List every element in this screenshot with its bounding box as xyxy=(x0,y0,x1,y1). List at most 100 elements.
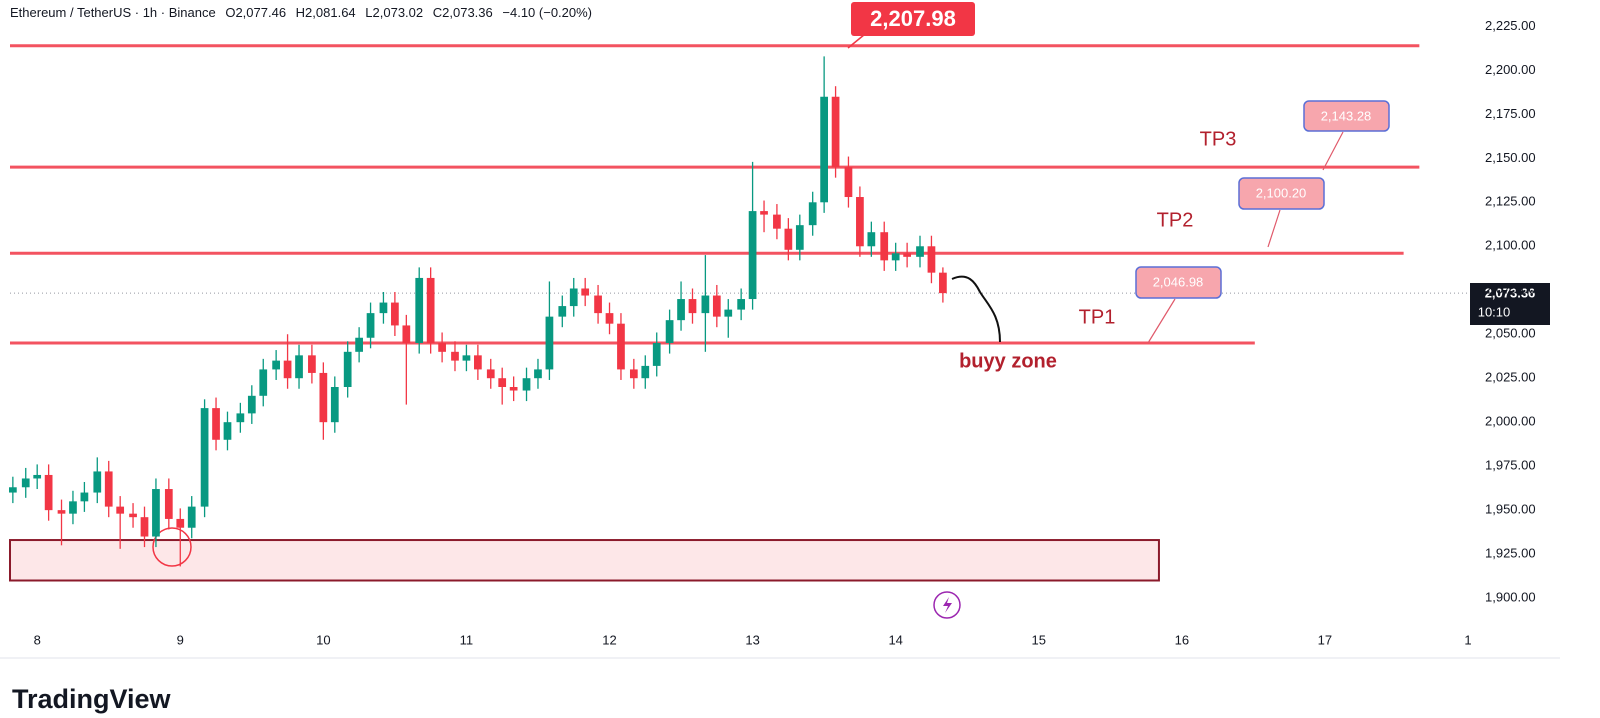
y-tick-label: 2,225.00 xyxy=(1485,18,1536,33)
candle-body xyxy=(164,489,173,519)
header: Ethereum / TetherUS · 1h · Binance O2,07… xyxy=(10,5,598,20)
y-tick-label: 2,000.00 xyxy=(1485,414,1536,429)
candle-body xyxy=(295,355,303,379)
ohlc: O2,077.46 xyxy=(225,5,287,20)
candle-body xyxy=(594,295,602,314)
event-icon-bolt xyxy=(943,597,952,613)
y-tick-label: 1,975.00 xyxy=(1485,458,1536,473)
candle-body xyxy=(808,202,817,226)
candle-body xyxy=(760,211,768,215)
x-tick-label: 13 xyxy=(745,632,759,647)
candle-body xyxy=(617,323,625,370)
highlight-circle xyxy=(152,527,192,567)
candle-body xyxy=(891,253,900,261)
x-tick-label: 16 xyxy=(1175,632,1189,647)
candle-body xyxy=(116,506,125,514)
brand: TradingView xyxy=(12,684,171,714)
y-tick-label: 2,100.00 xyxy=(1485,238,1536,253)
x-tick-label: 12 xyxy=(602,632,616,647)
candle-body xyxy=(140,517,149,537)
annotation: TP1 xyxy=(1079,306,1116,328)
candle-body xyxy=(69,501,77,514)
candle-body xyxy=(773,214,781,229)
x-tick-label: 9 xyxy=(177,632,184,647)
candle-body xyxy=(737,299,746,310)
y-tick-label: 1,925.00 xyxy=(1485,546,1536,561)
candle-body xyxy=(522,378,531,391)
badge-label: 2,143.28 xyxy=(1321,108,1372,123)
countdown: 10:10 xyxy=(1478,304,1511,319)
demand-zone xyxy=(9,539,1160,582)
candle-body xyxy=(343,351,352,388)
ohlc: C2,073.36 xyxy=(432,5,493,20)
y-tick-label: 2,050.00 xyxy=(1485,326,1536,341)
candle-body xyxy=(200,408,209,507)
badge xyxy=(851,2,975,36)
badge-label: 2,046.98 xyxy=(1153,274,1204,289)
ohlc: H2,081.64 xyxy=(295,5,356,20)
ohlc: L2,073.02 xyxy=(365,5,424,20)
candle-body xyxy=(581,288,590,296)
candle-body xyxy=(319,372,328,423)
candle-body xyxy=(629,369,638,379)
y-tick-label: 2,150.00 xyxy=(1485,150,1536,165)
candle-body xyxy=(712,295,721,317)
symbol: Ethereum / TetherUS · 1h · Binance xyxy=(10,5,216,20)
candle-body xyxy=(701,295,710,314)
x-tick-label: 8 xyxy=(34,632,41,647)
candle-body xyxy=(212,408,220,440)
arrow-path xyxy=(951,275,1001,343)
y-tick-label: 2,075.00 xyxy=(1485,282,1536,297)
candle-body xyxy=(916,246,924,257)
candle-body xyxy=(652,343,661,366)
candle-body xyxy=(641,365,650,379)
annotation: buyy zone xyxy=(959,350,1057,372)
x-tick-label: 15 xyxy=(1032,632,1046,647)
candle-body xyxy=(272,360,280,370)
candle-body xyxy=(104,471,113,507)
candle-body xyxy=(688,299,697,314)
candle-body xyxy=(880,232,889,261)
candle-body xyxy=(451,351,459,361)
price-tag xyxy=(1470,283,1550,325)
candle-body xyxy=(8,487,17,493)
badge-label: 2,207.98 xyxy=(870,6,956,31)
candle-body xyxy=(784,228,793,250)
candle-body xyxy=(366,313,375,338)
candle-body xyxy=(33,474,42,479)
candle-body xyxy=(379,302,388,314)
badges: 2,207.98 2,143.28 2,100.20 2,046.98 xyxy=(847,2,1390,344)
candle-body xyxy=(558,306,567,317)
candle-body xyxy=(402,325,411,344)
callout xyxy=(1147,298,1176,344)
callout xyxy=(1267,209,1281,248)
x-tick-label: 17 xyxy=(1318,632,1332,647)
change: −4.10 (−0.20%) xyxy=(502,5,593,20)
x-tick-label: 10 xyxy=(316,632,330,647)
candle-body xyxy=(677,299,685,321)
candle-body xyxy=(283,360,292,379)
candle-body xyxy=(486,369,495,379)
candle-body xyxy=(831,96,840,168)
y-tick-label: 1,950.00 xyxy=(1485,502,1536,517)
candle-body xyxy=(856,197,864,247)
candle-body xyxy=(474,355,482,370)
y-tick-label: 2,200.00 xyxy=(1485,62,1536,77)
candle-body xyxy=(498,378,507,388)
candle-body xyxy=(44,474,53,511)
y-tick-label: 2,025.00 xyxy=(1485,370,1536,385)
candle-body xyxy=(665,320,674,344)
x-tick-label: 11 xyxy=(460,632,474,647)
price-tag-label: 2,073.36 xyxy=(1485,285,1536,300)
candle-body xyxy=(509,387,518,391)
candle-body xyxy=(187,506,196,528)
candle-body xyxy=(569,288,578,307)
candle-body xyxy=(795,225,804,250)
candle-body xyxy=(534,369,542,379)
y-tick-label: 1,900.00 xyxy=(1485,590,1536,605)
candle-body xyxy=(462,355,471,361)
candle-body xyxy=(545,316,554,370)
candle-body xyxy=(844,167,853,198)
annotation: TP2 xyxy=(1157,209,1194,231)
